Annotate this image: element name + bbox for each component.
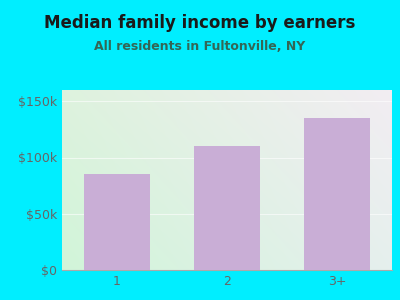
Bar xyxy=(84,174,150,270)
Text: All residents in Fultonville, NY: All residents in Fultonville, NY xyxy=(94,40,306,53)
Text: Median family income by earners: Median family income by earners xyxy=(44,14,356,32)
Bar xyxy=(194,146,260,270)
Bar xyxy=(304,118,370,270)
